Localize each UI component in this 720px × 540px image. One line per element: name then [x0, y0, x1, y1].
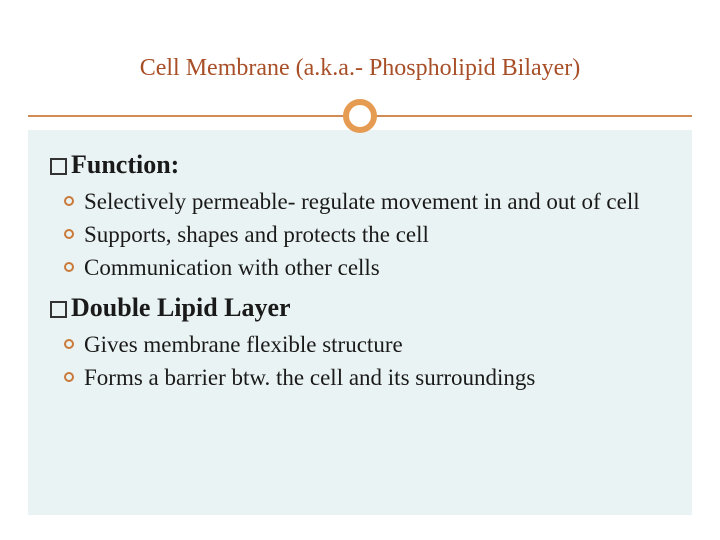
- section-heading-function: Function:: [50, 150, 670, 180]
- square-bullet-icon: [50, 301, 67, 318]
- list-item-text: Gives membrane flexible structure: [84, 332, 403, 357]
- square-bullet-icon: [50, 158, 67, 175]
- list-item-text: Supports, shapes and protects the cell: [84, 222, 429, 247]
- list-item: Forms a barrier btw. the cell and its su…: [50, 362, 670, 393]
- list-item-text: Forms a barrier btw. the cell and its su…: [84, 365, 535, 390]
- circle-bullet-icon: [64, 196, 74, 206]
- slide: Cell Membrane (a.k.a.- Phospholipid Bila…: [0, 0, 720, 540]
- accent-circle-icon: [343, 99, 377, 133]
- circle-bullet-icon: [64, 262, 74, 272]
- list-item: Supports, shapes and protects the cell: [50, 219, 670, 250]
- circle-bullet-icon: [64, 339, 74, 349]
- list-item: Selectively permeable- regulate movement…: [50, 186, 670, 217]
- circle-bullet-icon: [64, 229, 74, 239]
- title-area: Cell Membrane (a.k.a.- Phospholipid Bila…: [0, 55, 720, 82]
- section-heading-text: Double Lipid Layer: [71, 293, 291, 323]
- section-heading-text: Function:: [71, 150, 179, 180]
- list-item-text: Communication with other cells: [84, 255, 380, 280]
- content-area: Function: Selectively permeable- regulat…: [50, 150, 670, 395]
- circle-bullet-icon: [64, 372, 74, 382]
- list-item: Gives membrane flexible structure: [50, 329, 670, 360]
- section-heading-double-lipid: Double Lipid Layer: [50, 293, 670, 323]
- slide-title: Cell Membrane (a.k.a.- Phospholipid Bila…: [140, 55, 581, 81]
- list-item: Communication with other cells: [50, 252, 670, 283]
- list-item-text: Selectively permeable- regulate movement…: [84, 189, 640, 214]
